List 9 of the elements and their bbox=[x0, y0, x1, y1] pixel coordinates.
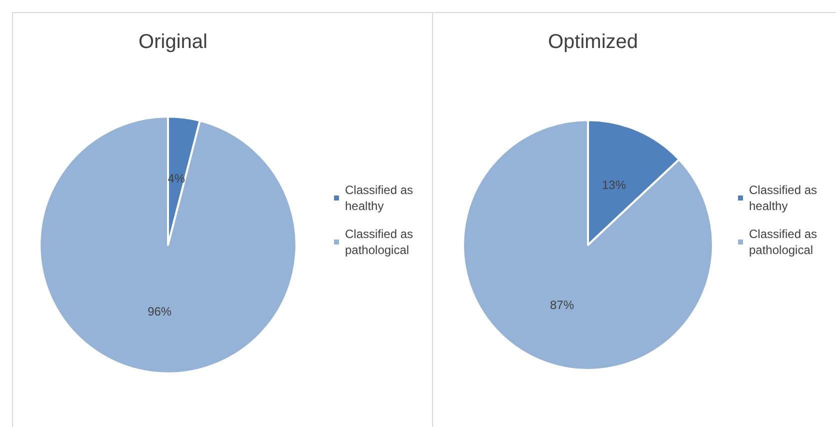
chart-title: Original bbox=[138, 31, 208, 53]
legend-label: Classified as healthy bbox=[345, 183, 416, 213]
legend-label: Classified as pathological bbox=[345, 227, 416, 257]
legend-label: Classified as pathological bbox=[749, 227, 820, 257]
data-label: 96% bbox=[148, 304, 172, 319]
data-label: 87% bbox=[550, 298, 574, 312]
legend-label: Classified as healthy bbox=[749, 183, 820, 213]
chart-title: Optimized bbox=[548, 31, 638, 53]
data-label: 13% bbox=[602, 178, 626, 192]
